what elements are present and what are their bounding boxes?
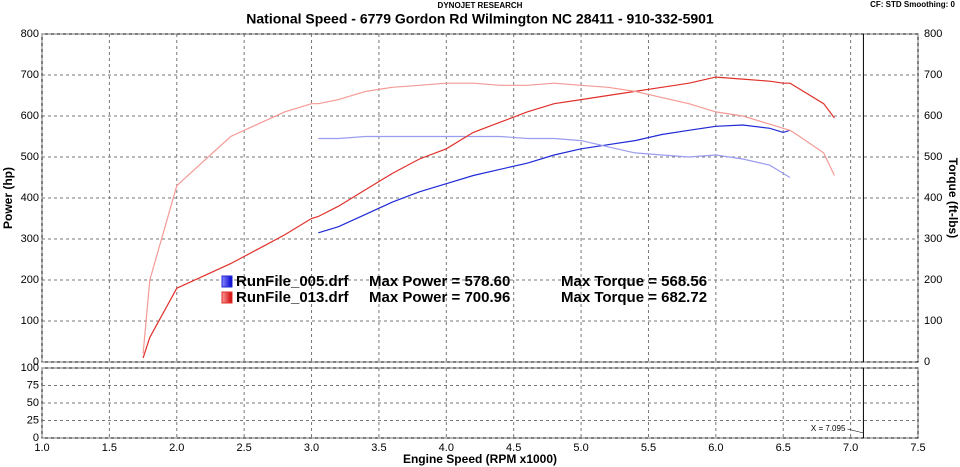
lower-y-tick-label: 100 [21,362,39,374]
max-torque: Max Torque = 682.72 [561,289,707,306]
legend-label: RunFile_013.drf [236,289,350,306]
x-tick-label: 1.0 [34,442,49,454]
y-tick-label: 800 [21,28,39,40]
x-tick-label: 4.5 [506,442,521,454]
y2-tick-label: 300 [924,233,942,245]
y-tick-label: 200 [21,274,39,286]
x-tick-label: 7.5 [910,442,925,454]
cursor-label: X = 7.095 [811,424,846,433]
y2-tick-label: 700 [924,69,942,81]
y-tick-label: 0 [33,356,39,368]
x-tick-label: 6.0 [708,442,723,454]
x-axis-label: Engine Speed (RPM x1000) [403,452,557,466]
x-tick-label: 2.5 [237,442,252,454]
x-tick-label: 3.0 [304,442,319,454]
max-power: Max Power = 700.96 [369,289,510,306]
y-tick-label: 100 [21,315,39,327]
y2-axis-label: Torque (ft-lbs) [946,158,960,238]
x-tick-label: 5.0 [573,442,588,454]
y2-tick-label: 800 [924,28,942,40]
chart-title: National Speed - 6779 Gordon Rd Wilmingt… [246,11,714,27]
cursor-pointer [847,428,864,434]
x-tick-label: 2.0 [169,442,184,454]
lower-y-tick-label: 0 [33,432,39,444]
x-tick-label: 3.5 [371,442,386,454]
y-axis-label: Power (hp) [1,167,15,229]
y-tick-label: 400 [21,192,39,204]
legend-swatch [221,291,233,304]
y2-tick-label: 0 [924,356,930,368]
lower-y-tick-label: 75 [27,379,39,391]
y2-tick-label: 100 [924,315,942,327]
lower-y-tick-label: 50 [27,397,39,409]
x-tick-label: 7.0 [843,442,858,454]
series-line [318,135,791,179]
legend-label: RunFile_005.drf [236,273,350,290]
x-tick-label: 4.0 [439,442,454,454]
y-tick-label: 700 [21,69,39,81]
y-tick-label: 600 [21,110,39,122]
header: DYNOJET RESEARCH [438,1,523,10]
y2-tick-label: 600 [924,110,942,122]
corner-note: CF: STD Smoothing: 0 [870,0,955,9]
y2-tick-label: 500 [924,151,942,163]
y2-tick-label: 200 [924,274,942,286]
series-line [142,82,835,354]
max-power: Max Power = 578.60 [369,273,510,290]
series-line [142,76,835,359]
y-tick-label: 300 [21,233,39,245]
series-line [318,124,791,234]
legend-swatch [221,275,233,288]
max-torque: Max Torque = 568.56 [561,273,707,290]
x-tick-label: 5.5 [641,442,656,454]
x-tick-label: 6.5 [776,442,791,454]
x-tick-label: 1.5 [102,442,117,454]
y-tick-label: 500 [21,151,39,163]
y2-tick-label: 400 [924,192,942,204]
lower-y-tick-label: 25 [27,414,39,426]
